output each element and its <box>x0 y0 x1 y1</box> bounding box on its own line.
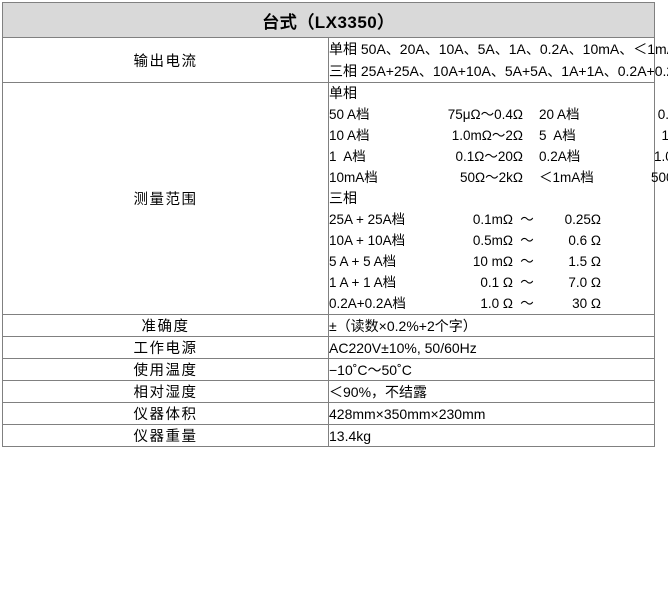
three-phase-range-grid: 25A + 25A档 0.1mΩ ～ 0.25Ω 10A + 10A档 0.5m… <box>329 209 654 314</box>
table-header-row: 台式（LX3350） <box>2 2 655 38</box>
range-value: 500Ω～25kΩ <box>651 170 668 185</box>
range-value: 75μΩ～0.4Ω <box>447 107 523 122</box>
range-value: 1.0Ω～100Ω <box>654 149 668 164</box>
range-label: 25A + 25A档 <box>329 212 406 227</box>
range-label: 1 A + 1 A档 <box>329 275 397 290</box>
three-phase-heading: 三相 <box>329 190 357 206</box>
range-from: 0.1mΩ <box>472 212 513 227</box>
output-current-line-three-phase: 三相 25A+25A、10A+10A、5A+5A、1A+1A、0.2A+0.2A <box>329 63 668 79</box>
range-value: 1.0mΩ～2Ω <box>451 128 523 143</box>
row-value-accuracy: ±（读数×0.2%+2个字） <box>328 314 655 337</box>
table-row-output-current: 输出电流 单相 50A、20A、10A、5A、1A、0.2A、10mA、＜1mA… <box>2 37 668 83</box>
range-from: 10 mΩ <box>472 254 513 269</box>
row-label-relative-humidity: 相对湿度 <box>2 380 329 403</box>
row-label-weight: 仪器重量 <box>2 424 329 447</box>
row-label-dimensions: 仪器体积 <box>2 402 329 425</box>
range-label: 20 A档 <box>539 107 580 122</box>
range-tilde: ～ <box>520 254 534 269</box>
range-label: 50 A档 <box>329 107 370 122</box>
row-label-accuracy: 准确度 <box>2 314 329 337</box>
table-row-operating-temperature: 使用温度 −10˚C～50˚C <box>2 358 655 381</box>
single-phase-range-grid: 50 A档 75μΩ～0.4Ω 20 A档 0.5mΩ～1Ω 10 A档 1.0… <box>329 104 668 188</box>
row-label-operating-temperature: 使用温度 <box>2 358 329 381</box>
row-label-output-current: 输出电流 <box>2 37 329 83</box>
range-label: 0.2A+0.2A档 <box>329 296 406 311</box>
range-label: 5 A + 5 A档 <box>329 254 397 269</box>
range-from: 1.0 Ω <box>480 296 513 311</box>
table-row-accuracy: 准确度 ±（读数×0.2%+2个字） <box>2 314 655 337</box>
range-to: 0.6 Ω <box>568 233 601 248</box>
table-row-weight: 仪器重量 13.4kg <box>2 424 655 447</box>
range-value: 0.1Ω～20Ω <box>455 149 523 164</box>
row-value-output-current: 单相 50A、20A、10A、5A、1A、0.2A、10mA、＜1mA 三相 2… <box>328 37 668 83</box>
table-row-relative-humidity: 相对湿度 ＜90%，不结露 <box>2 380 655 403</box>
table-row-measuring-range: 测量范围 单相 50 A档 75μΩ～0.4Ω 20 A档 0.5mΩ～1Ω 1… <box>2 82 668 315</box>
range-label: 0.2A档 <box>539 149 581 164</box>
row-value-measuring-range: 单相 50 A档 75μΩ～0.4Ω 20 A档 0.5mΩ～1Ω 10 A档 … <box>328 82 668 315</box>
table-title: 台式（LX3350） <box>2 2 655 38</box>
range-label: 5 A档 <box>539 128 576 143</box>
row-value-dimensions: 428mm×350mm×230mm <box>328 402 655 425</box>
range-to: 1.5 Ω <box>568 254 601 269</box>
range-to: 0.25Ω <box>564 212 601 227</box>
range-tilde: ～ <box>520 296 534 311</box>
table-row-working-power: 工作电源 AC220V±10%, 50/60Hz <box>2 336 655 359</box>
row-value-working-power: AC220V±10%, 50/60Hz <box>328 336 655 359</box>
range-label: 10mA档 <box>329 170 378 185</box>
range-to: 7.0 Ω <box>568 275 601 290</box>
range-value: 0.5mΩ～1Ω <box>657 107 668 122</box>
specification-table: 台式（LX3350） 输出电流 单相 50A、20A、10A、5A、1A、0.2… <box>2 2 668 447</box>
range-tilde: ～ <box>520 233 534 248</box>
row-value-operating-temperature: −10˚C～50˚C <box>328 358 655 381</box>
range-to: 30 Ω <box>572 296 601 311</box>
range-from: 0.1 Ω <box>480 275 513 290</box>
range-from: 0.5mΩ <box>472 233 513 248</box>
row-value-relative-humidity: ＜90%，不结露 <box>328 380 655 403</box>
range-label: 10A + 10A档 <box>329 233 406 248</box>
row-label-measuring-range: 测量范围 <box>2 82 329 315</box>
range-tilde: ～ <box>520 212 534 227</box>
range-label: ＜1mA档 <box>539 170 594 185</box>
range-value: 50Ω～2kΩ <box>460 170 523 185</box>
range-tilde: ～ <box>520 275 534 290</box>
table-row-dimensions: 仪器体积 428mm×350mm×230mm <box>2 402 655 425</box>
range-label: 1 A档 <box>329 149 366 164</box>
single-phase-heading: 单相 <box>329 85 357 101</box>
row-label-working-power: 工作电源 <box>2 336 329 359</box>
output-current-line-single-phase: 单相 50A、20A、10A、5A、1A、0.2A、10mA、＜1mA <box>329 41 668 57</box>
range-label: 10 A档 <box>329 128 370 143</box>
row-value-weight: 13.4kg <box>328 424 655 447</box>
